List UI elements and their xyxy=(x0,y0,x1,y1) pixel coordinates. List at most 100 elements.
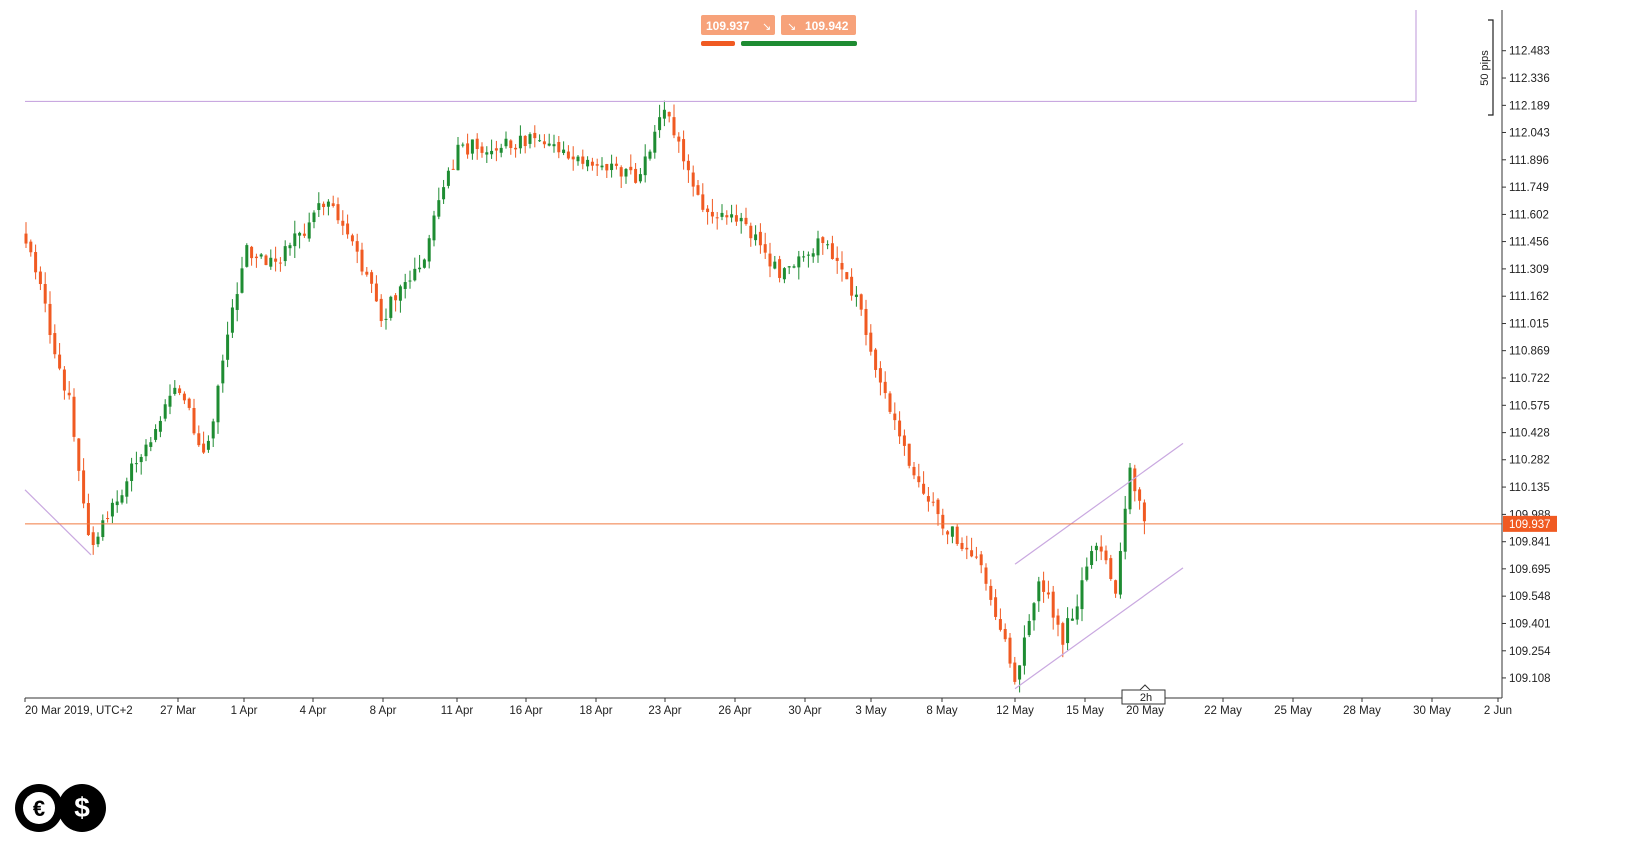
candle-body xyxy=(485,152,489,155)
candle-body xyxy=(355,241,359,252)
candle-body xyxy=(677,136,681,142)
candle-body xyxy=(562,149,566,154)
arrow-down-right-icon: ↘ xyxy=(787,21,796,33)
time-tick-label: 8 May xyxy=(926,705,958,717)
candle-body xyxy=(802,256,806,258)
current-price-label: 109.937 xyxy=(1509,519,1551,531)
candle-body xyxy=(533,132,537,139)
candle-body xyxy=(931,501,935,503)
candle-body xyxy=(466,143,470,155)
price-tick-label: 109.841 xyxy=(1509,537,1551,549)
candle-body xyxy=(734,215,738,222)
candle-body xyxy=(1032,603,1036,621)
candle-body xyxy=(442,187,446,200)
candle-body xyxy=(840,262,844,270)
candle-body xyxy=(715,217,719,219)
candle-body xyxy=(106,518,110,520)
candle-body xyxy=(1085,566,1089,580)
brand-logo: € $ xyxy=(15,784,106,832)
candle-body xyxy=(835,257,839,261)
time-tick-label: 20 May xyxy=(1126,705,1164,717)
price-tick-label: 110.575 xyxy=(1509,400,1550,412)
candle-body xyxy=(211,421,215,439)
candle-body xyxy=(437,200,441,217)
bid-strength-bar xyxy=(701,41,735,46)
candle-body xyxy=(686,160,690,171)
candle-body xyxy=(370,272,374,284)
candle-body xyxy=(278,262,282,264)
candle-body xyxy=(576,156,580,162)
candle-body xyxy=(821,237,825,243)
candle-body xyxy=(283,246,287,262)
candle-body xyxy=(648,151,652,159)
price-tick-label: 112.336 xyxy=(1509,73,1550,85)
candle-body xyxy=(254,256,258,259)
candle-body xyxy=(480,146,484,153)
candle-body xyxy=(96,536,100,545)
candle-body xyxy=(571,156,575,160)
time-tick-label: 1 Apr xyxy=(231,705,258,717)
candle-body xyxy=(542,141,546,145)
bid-badge[interactable]: 109.937 ↘ xyxy=(701,15,775,35)
candle-body xyxy=(989,585,993,600)
candle-body xyxy=(926,496,930,502)
candle-body xyxy=(706,208,710,213)
candle-body xyxy=(998,619,1002,630)
time-tick-label: 27 Mar xyxy=(160,705,196,717)
candle-body xyxy=(758,231,762,246)
candle-body xyxy=(168,395,172,407)
time-tick-label: 2 Jun xyxy=(1484,705,1512,717)
candle-body xyxy=(346,223,350,235)
candle-body xyxy=(696,185,700,195)
candle-body xyxy=(941,514,945,529)
candle-body xyxy=(1075,606,1079,620)
price-tick-label: 111.896 xyxy=(1509,155,1549,167)
candle-body xyxy=(874,349,878,370)
candle-body xyxy=(43,283,47,304)
candle-body xyxy=(192,408,196,434)
candle-body xyxy=(1123,508,1127,552)
candle-body xyxy=(216,385,220,423)
candle-body xyxy=(139,456,143,463)
price-tick-label: 110.869 xyxy=(1509,346,1550,358)
candle-body xyxy=(595,164,599,166)
candle-body xyxy=(1018,665,1022,680)
candle-body xyxy=(34,252,38,273)
candle-body xyxy=(744,217,748,225)
candle-body xyxy=(984,567,988,584)
candle-body xyxy=(504,138,508,147)
candle-body xyxy=(1118,551,1122,595)
price-tick-label: 111.749 xyxy=(1509,182,1549,194)
time-tick-label: 25 May xyxy=(1274,705,1312,717)
candle-body xyxy=(101,520,105,538)
candle-body xyxy=(178,388,182,394)
price-tick-label: 111.162 xyxy=(1509,291,1549,303)
candle-body xyxy=(77,438,81,471)
price-tick-label: 112.483 xyxy=(1509,46,1550,58)
candle-body xyxy=(182,393,186,401)
candle-body xyxy=(110,502,114,517)
candle-body xyxy=(979,554,983,566)
timeframe-label: 2h xyxy=(1140,692,1152,704)
candle-body xyxy=(427,238,431,262)
candle-body xyxy=(120,495,124,503)
candle-body xyxy=(528,134,532,144)
candle-body xyxy=(950,526,954,537)
candle-body xyxy=(1061,623,1065,645)
price-tick-label: 111.309 xyxy=(1509,264,1549,276)
ask-badge[interactable]: ↘ 109.942 xyxy=(781,15,856,35)
candle-body xyxy=(115,501,119,506)
candle-body xyxy=(509,140,513,149)
candle-body xyxy=(494,148,498,151)
candle-body xyxy=(475,138,479,150)
candle-body xyxy=(1094,545,1098,551)
candle-body xyxy=(288,245,292,249)
candle-body xyxy=(221,360,225,384)
candle-body xyxy=(792,266,796,268)
candle-body xyxy=(730,214,734,218)
time-axis: 20 Mar 2019, UTC+2 27 Mar 1 Apr 4 Apr 8 Apr 1… xyxy=(24,697,1512,717)
candle-body xyxy=(634,168,638,183)
candle-body xyxy=(538,140,542,142)
candle-body xyxy=(547,143,551,146)
